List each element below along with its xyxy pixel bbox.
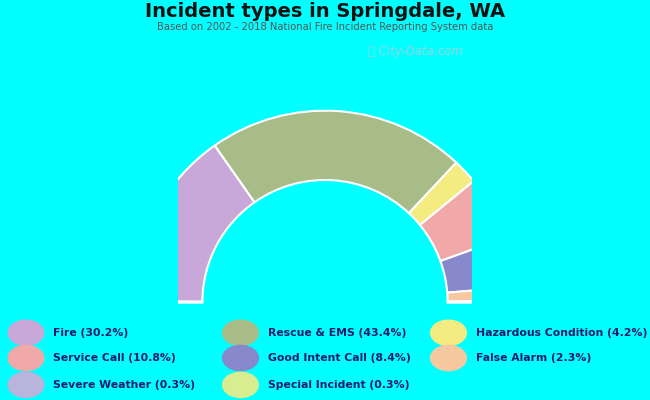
Wedge shape [441, 238, 516, 293]
Text: Special Incident (0.3%): Special Incident (0.3%) [268, 380, 410, 390]
Ellipse shape [8, 320, 44, 345]
Ellipse shape [430, 345, 467, 370]
Wedge shape [133, 146, 255, 302]
Text: Rescue & EMS (43.4%): Rescue & EMS (43.4%) [268, 328, 406, 338]
Ellipse shape [222, 320, 259, 345]
Ellipse shape [222, 345, 259, 370]
Text: Good Intent Call (8.4%): Good Intent Call (8.4%) [268, 353, 411, 363]
Wedge shape [447, 287, 517, 302]
Wedge shape [448, 301, 517, 303]
Text: Hazardous Condition (4.2%): Hazardous Condition (4.2%) [476, 328, 647, 338]
Text: Service Call (10.8%): Service Call (10.8%) [53, 353, 176, 363]
Text: Fire (30.2%): Fire (30.2%) [53, 328, 129, 338]
Text: Severe Weather (0.3%): Severe Weather (0.3%) [53, 380, 195, 390]
Ellipse shape [222, 372, 259, 398]
Text: Incident types in Springdale, WA: Incident types in Springdale, WA [145, 2, 505, 21]
Text: Based on 2002 - 2018 National Fire Incident Reporting System data: Based on 2002 - 2018 National Fire Incid… [157, 22, 493, 32]
Text: False Alarm (2.3%): False Alarm (2.3%) [476, 353, 591, 363]
Wedge shape [409, 162, 474, 225]
Ellipse shape [8, 372, 44, 398]
Ellipse shape [430, 320, 467, 345]
Wedge shape [133, 301, 202, 303]
Wedge shape [214, 111, 456, 213]
Wedge shape [420, 181, 506, 261]
Text: ⓘ City-Data.com: ⓘ City-Data.com [368, 45, 463, 58]
Ellipse shape [8, 345, 44, 370]
